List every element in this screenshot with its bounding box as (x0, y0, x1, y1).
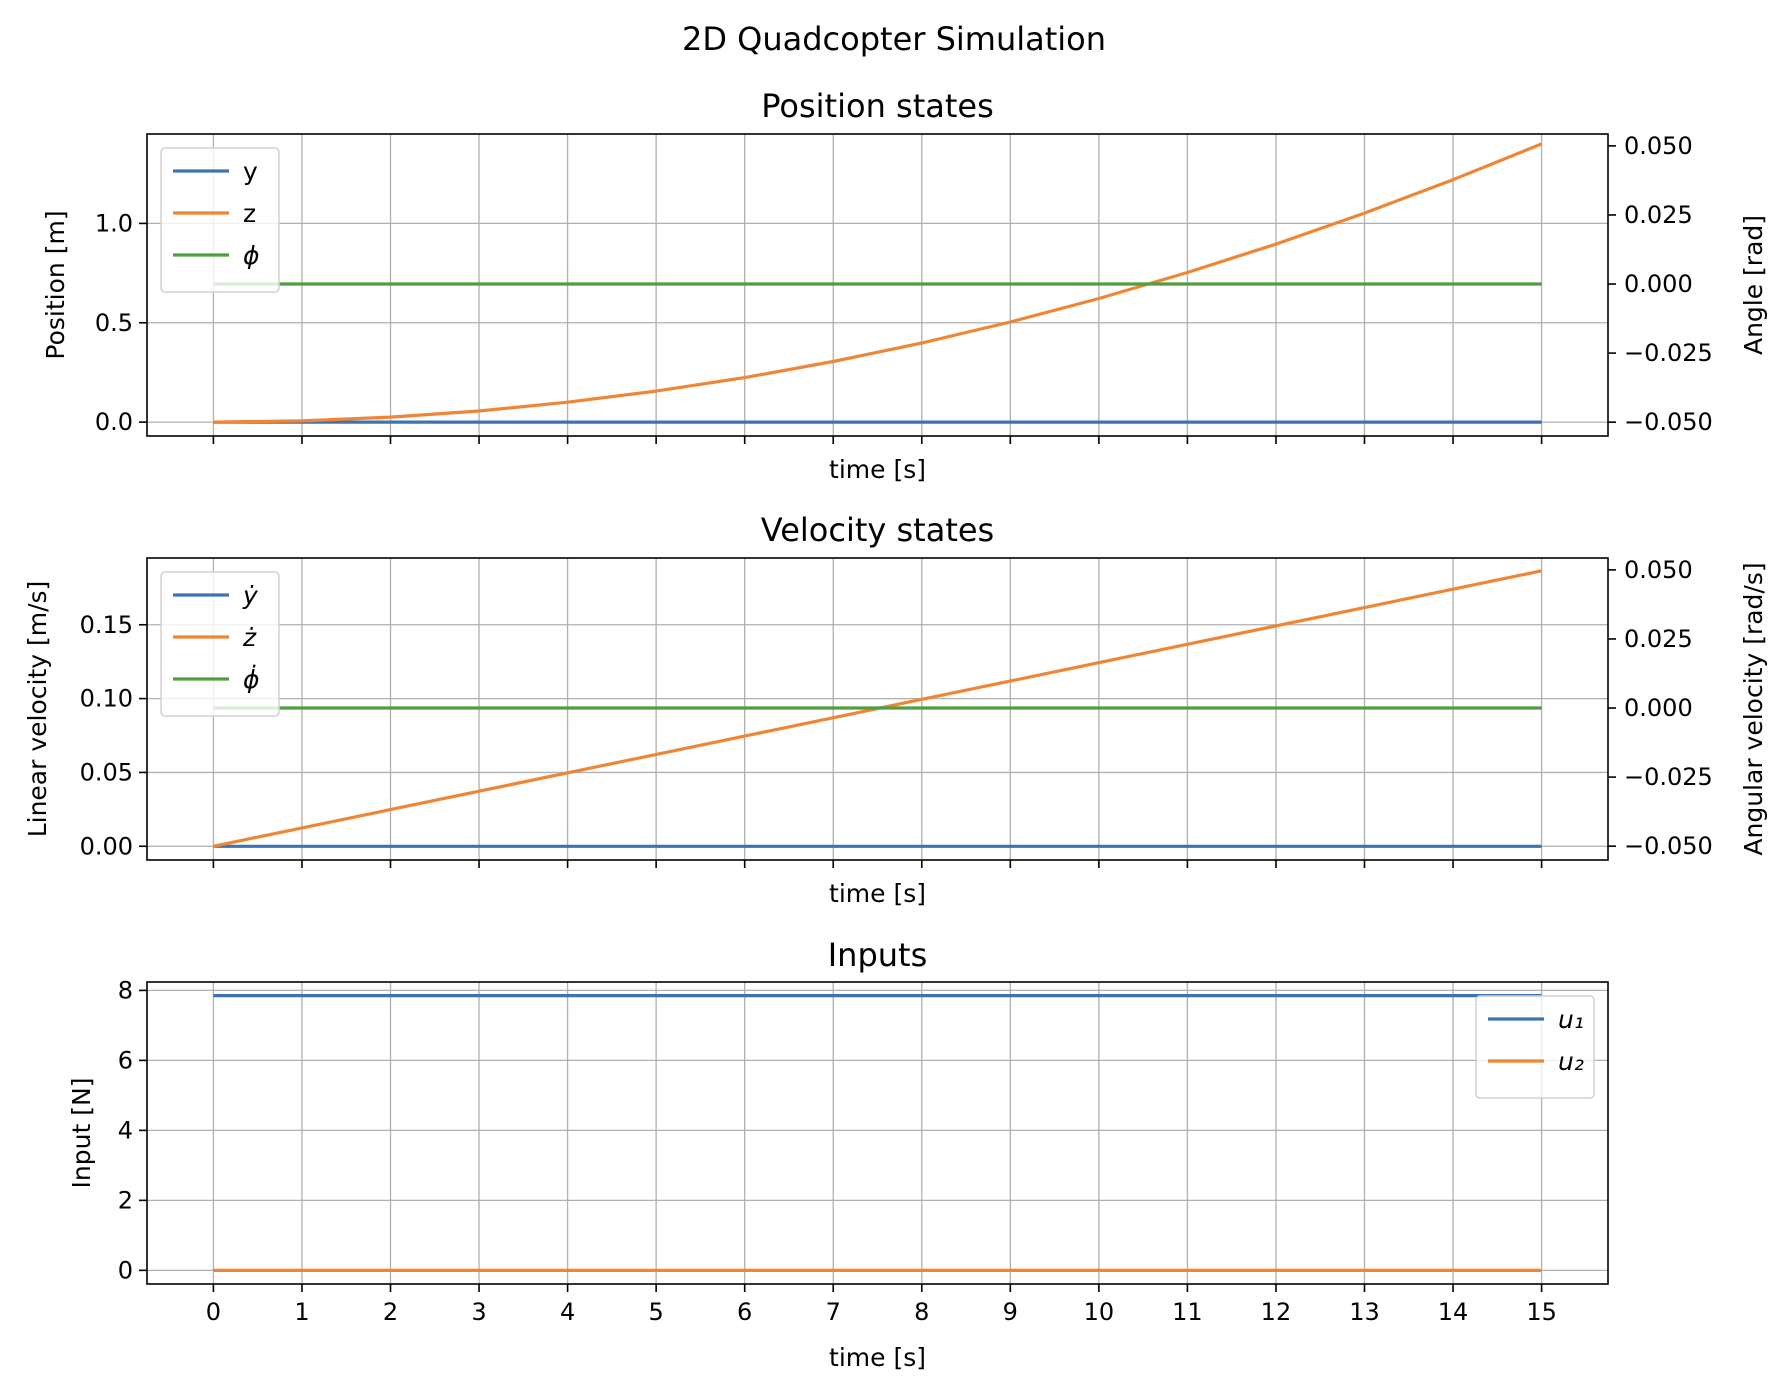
y-right-tick-label: 0.000 (1624, 270, 1693, 298)
x-tick-label: 2 (383, 1298, 398, 1326)
x-tick-label: 6 (737, 1298, 752, 1326)
series-line-1 (213, 142, 1543, 424)
x-tick-label: 15 (1526, 1298, 1557, 1326)
y-right-tick-label: 0.050 (1624, 556, 1693, 584)
x-tick-label: 0 (206, 1298, 221, 1326)
y-right-tick-label: 0.025 (1624, 201, 1693, 229)
x-axis-label: time [s] (829, 879, 926, 908)
y-right-tick-label: 0.050 (1624, 132, 1693, 160)
chart-velocity-states: 0.00 0.05 0.10 0.15 −0.050 −0.025 0.000 0.025 0.… (23, 511, 1768, 908)
axes-frame (146, 133, 1609, 437)
y-right-tick-label: 0.000 (1624, 694, 1693, 722)
y-right-tick-label: 0.025 (1624, 625, 1693, 653)
y-tick-label: 0.5 (95, 309, 133, 337)
x-tick-label: 11 (1172, 1298, 1203, 1326)
chart-position-states: 0.0 0.5 1.0 −0.050 −0.025 0.000 0.025 0.050 Posi… (41, 87, 1768, 484)
legend-label: ϕ (243, 241, 260, 270)
legend-label: y (243, 157, 258, 186)
y-right-axis-label: Angle [rad] (1739, 215, 1768, 355)
legend-label: ẏ (242, 581, 259, 610)
axes-title: Position states (761, 87, 994, 125)
axes-title: Inputs (828, 936, 928, 974)
x-tick-label: 10 (1084, 1298, 1115, 1326)
y-tick-label: 0.05 (80, 758, 133, 786)
y-right-tick-label: −0.050 (1624, 408, 1713, 436)
y-axis-label: Position [m] (41, 210, 70, 359)
y-tick-label: 2 (118, 1186, 133, 1214)
axes-title: Velocity states (761, 511, 994, 549)
x-tick-label: 8 (914, 1298, 929, 1326)
figure-suptitle: 2D Quadcopter Simulation (682, 20, 1106, 58)
x-tick-label: 13 (1349, 1298, 1380, 1326)
x-tick-label: 4 (560, 1298, 575, 1326)
x-axis-label: time [s] (829, 1343, 926, 1372)
x-tick-label: 3 (471, 1298, 486, 1326)
x-tick-label: 7 (826, 1298, 841, 1326)
x-tick-label: 12 (1261, 1298, 1292, 1326)
x-tick-label: 9 (1003, 1298, 1018, 1326)
axes-frame (146, 981, 1609, 1285)
y-tick-label: 6 (118, 1046, 133, 1074)
y-right-axis-label: Angular velocity [rad/s] (1739, 562, 1768, 855)
y-tick-label: 0.00 (80, 832, 133, 860)
y-tick-label: 8 (118, 976, 133, 1004)
y-tick-label: 0.10 (80, 685, 133, 713)
x-axis-label: time [s] (829, 455, 926, 484)
axes-frame (146, 557, 1609, 861)
y-right-tick-label: −0.025 (1624, 339, 1713, 367)
legend-label: z (243, 199, 256, 228)
x-tick-label: 1 (294, 1298, 309, 1326)
x-tick-label: 14 (1438, 1298, 1469, 1326)
y-tick-label: 0.15 (80, 611, 133, 639)
legend-box (1475, 995, 1595, 1099)
y-tick-label: 4 (118, 1116, 133, 1144)
y-axis-label: Input [N] (67, 1078, 96, 1189)
y-tick-label: 1.0 (95, 209, 133, 237)
y-right-tick-label: −0.025 (1624, 763, 1713, 791)
y-tick-label: 0 (118, 1256, 133, 1284)
legend-label: ϕ̇ (243, 664, 260, 694)
x-tick-label: 5 (648, 1298, 663, 1326)
y-axis-label: Linear velocity [m/s] (23, 581, 52, 838)
legend-label: u₂ (1558, 1047, 1584, 1076)
y-right-tick-label: −0.050 (1624, 832, 1713, 860)
legend-label: ż (242, 623, 257, 652)
y-tick-label: 0.0 (95, 408, 133, 436)
legend-label: u₁ (1558, 1005, 1584, 1034)
